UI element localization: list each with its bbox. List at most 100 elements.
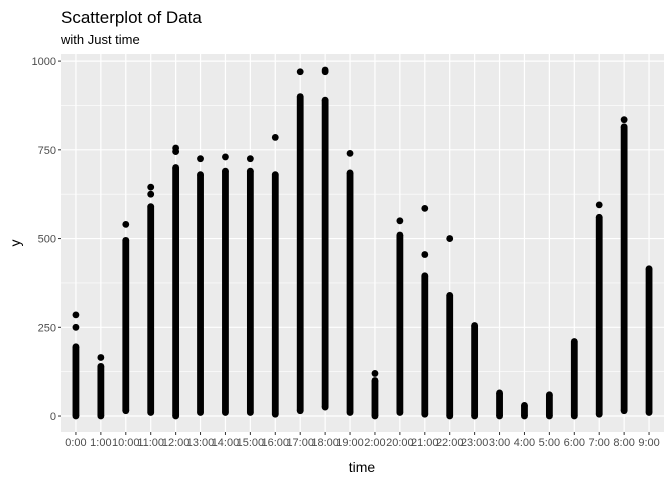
plot-panel [61, 54, 664, 432]
point-column [197, 174, 204, 413]
y-axis-label: y [7, 240, 23, 247]
point-column [595, 217, 603, 415]
x-tick-label: 8:00 [613, 437, 634, 449]
data-point [222, 409, 229, 416]
data-point [72, 412, 80, 420]
point-column [471, 325, 479, 417]
data-point [396, 231, 404, 239]
data-point [246, 155, 254, 163]
y-tick-label: 0 [50, 411, 56, 423]
data-point [645, 265, 653, 273]
x-tick-label: 20:00 [386, 437, 414, 449]
data-point [321, 66, 329, 74]
data-point [296, 68, 304, 76]
data-point [346, 169, 354, 177]
data-point [147, 190, 155, 198]
data-point [446, 412, 454, 420]
data-point [545, 391, 553, 399]
data-point [545, 412, 553, 420]
data-point [371, 370, 379, 377]
data-point [346, 149, 354, 157]
x-tick-label: 1:00 [90, 437, 111, 449]
point-column [545, 394, 553, 417]
point-column [371, 380, 379, 417]
x-tick-label: 9:00 [638, 437, 659, 449]
y-tick-label: 750 [38, 145, 56, 157]
data-point [271, 410, 279, 418]
data-point [396, 409, 404, 416]
data-point [197, 409, 204, 416]
data-point [421, 410, 429, 418]
x-tick-label: 5:00 [539, 437, 560, 449]
x-tick-label: 11:00 [137, 437, 164, 449]
data-point [396, 217, 404, 225]
data-point [496, 389, 503, 397]
point-column [122, 240, 130, 411]
point-column [446, 295, 454, 417]
data-point [296, 407, 304, 415]
minor-gridlines [61, 105, 664, 372]
data-point [645, 409, 653, 416]
data-point [496, 412, 503, 420]
x-tick-label: 17:00 [286, 437, 314, 449]
data-point [147, 203, 155, 211]
data-point [595, 410, 603, 418]
data-point [197, 171, 204, 179]
data-point [97, 362, 105, 370]
point-column [271, 174, 279, 415]
data-point [521, 412, 528, 420]
data-point [172, 144, 180, 152]
data-point [471, 412, 479, 420]
data-point [122, 220, 130, 228]
x-tick-label: 4:00 [514, 437, 535, 449]
point-column [296, 96, 304, 411]
x-tick-label: 19:00 [336, 437, 364, 449]
data-point [421, 251, 429, 258]
x-tick-label: 12:00 [162, 437, 190, 449]
chart-subtitle: with Just time [60, 32, 140, 47]
data-point [570, 338, 578, 345]
data-point [620, 123, 628, 131]
data-point [172, 164, 180, 171]
point-column [97, 366, 105, 417]
data-point [222, 153, 229, 161]
x-tick-label: 10:00 [112, 437, 140, 449]
data-point [97, 412, 105, 420]
x-axis: 0:00 1:00 10:0011:0012:0013:0014:0015:0016… [65, 432, 660, 449]
x-tick-label: 6:00 [564, 437, 585, 449]
x-tick-label: 18:00 [311, 437, 339, 449]
data-point [97, 354, 105, 361]
data-point [321, 96, 329, 104]
data-point [122, 407, 130, 415]
data-point [246, 167, 254, 175]
data-point [197, 155, 204, 163]
data-point [620, 407, 628, 415]
x-tick-label: 2:00 [364, 437, 385, 449]
x-tick-label: 14:00 [212, 437, 240, 449]
data-point [296, 93, 304, 100]
data-point [346, 409, 354, 416]
chart-title: Scatterplot of Data [61, 8, 202, 27]
x-tick-label: 7:00 [589, 437, 610, 449]
data-point [172, 412, 180, 420]
data-point [371, 377, 379, 384]
point-column [346, 172, 354, 413]
data-points [72, 66, 653, 420]
point-column [72, 346, 80, 417]
point-column [222, 171, 229, 413]
data-point [570, 412, 578, 420]
data-point [446, 235, 454, 242]
data-point [421, 204, 429, 212]
x-tick-label: 13:00 [187, 437, 215, 449]
data-point [371, 412, 379, 420]
y-tick-label: 250 [38, 322, 56, 334]
point-column [570, 341, 578, 417]
data-point [271, 171, 279, 179]
point-column [645, 268, 653, 413]
x-tick-label: 23:00 [461, 437, 489, 449]
data-point [521, 401, 528, 409]
point-column [620, 126, 628, 411]
data-point [271, 134, 279, 141]
point-column [321, 100, 329, 408]
